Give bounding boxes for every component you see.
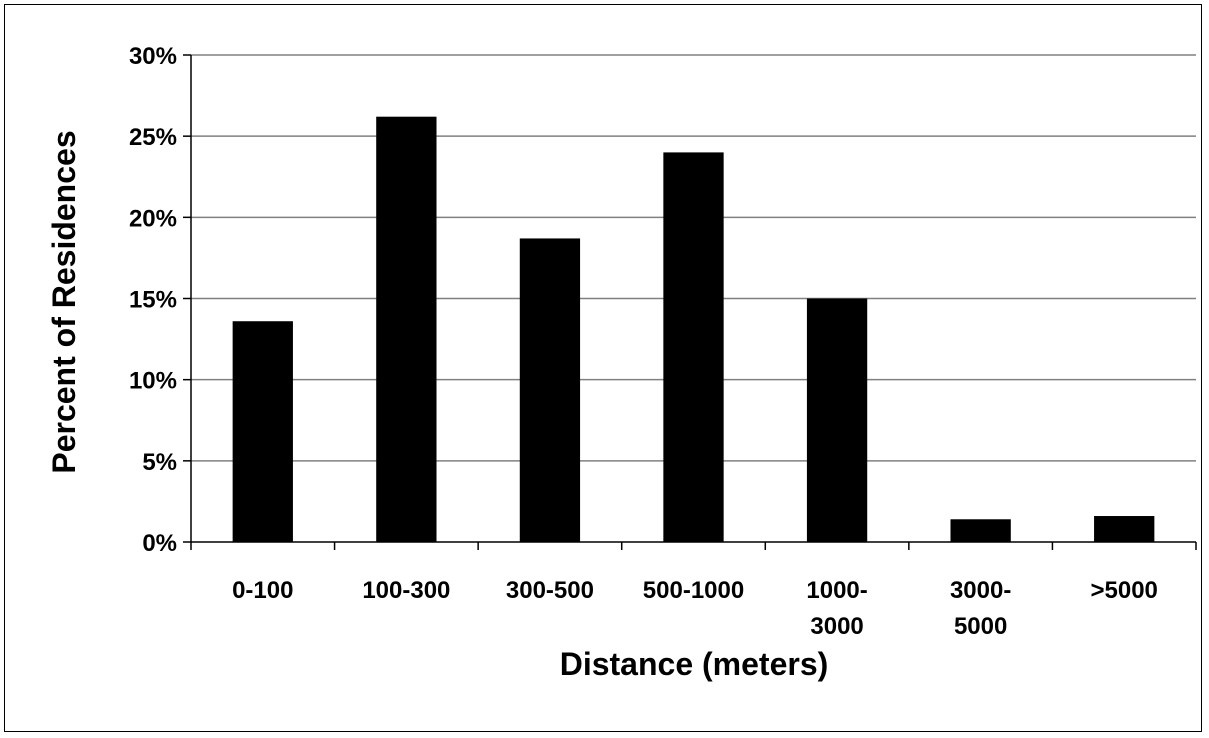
bar <box>950 519 1011 542</box>
bar <box>1094 516 1155 542</box>
chart-frame <box>4 4 1202 732</box>
y-tick-label: 25% <box>129 124 177 151</box>
axes <box>183 54 1197 550</box>
x-tick-labels: 0-100 100-300 300-500 500-1000 1000-3000 3000… <box>232 577 1158 640</box>
x-tick-label: 500-1000 <box>643 577 744 604</box>
x-tick-label: 3000-5000 <box>950 577 1011 640</box>
y-tick-label: 15% <box>129 287 177 314</box>
y-tick-label: 20% <box>129 205 177 232</box>
y-tick-label: 10% <box>129 368 177 395</box>
x-tick-label: 0-100 <box>232 577 293 604</box>
x-tick-label: 100-300 <box>362 577 450 604</box>
y-tick-label: 30% <box>129 43 177 70</box>
y-tick-label: 0% <box>142 530 177 557</box>
x-axis-title: Distance (meters) <box>560 646 829 682</box>
x-tick-label: 300-500 <box>506 577 594 604</box>
bars <box>232 116 1155 543</box>
gridlines <box>191 54 1196 462</box>
bar <box>663 152 724 542</box>
y-tick-labels: 0% 5% 10% 15% 20% 25% 30% <box>129 43 177 557</box>
x-tick-label: >5000 <box>1091 577 1158 604</box>
bar <box>232 321 293 542</box>
bar <box>519 238 581 543</box>
bar <box>806 298 868 542</box>
x-tick-label: 1000-3000 <box>806 577 867 640</box>
y-axis-title: Percent of Residences <box>46 130 82 473</box>
y-tick-label: 5% <box>142 449 177 476</box>
bar <box>376 116 437 542</box>
